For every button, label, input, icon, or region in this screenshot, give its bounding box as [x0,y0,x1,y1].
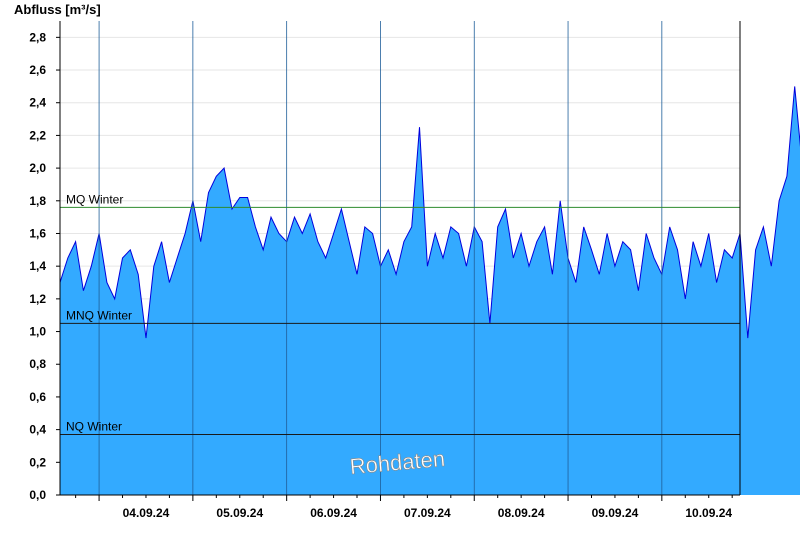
x-tick-label: 04.09.24 [123,506,170,520]
y-tick-label: 2,2 [29,128,46,142]
series-layer [59,86,800,495]
reference-lines-layer: MQ Winter MNQ Winter NQ Winter [60,192,740,436]
y-tick-label: 0,8 [29,357,46,371]
y-tick-label: 0,2 [29,455,46,469]
y-tick-label: 2,4 [29,96,46,110]
x-tick-label: 06.09.24 [310,506,357,520]
y-tick-label: 2,6 [29,63,46,77]
day-divider-layer [98,21,663,495]
y-tick-label: 1,2 [29,292,46,306]
y-tick-label: 1,8 [29,194,46,208]
axis-layer: 0,0 0,2 0,4 0,6 0,8 1,0 1,2 1,4 1,6 1,8 2,0 2,2 2,4 2… [29,21,741,520]
discharge-area [60,86,800,495]
reference-line-label: MQ Winter [66,192,123,206]
x-tick-label: 08.09.24 [498,506,545,520]
x-tick-label: 09.09.24 [592,506,639,520]
discharge-line [59,86,800,339]
y-axis-title: Abfluss [m³/s] [14,2,101,17]
y-tick-label: 2,0 [29,161,46,175]
reference-line-label: MNQ Winter [66,308,132,322]
reference-line-label: NQ Winter [66,420,122,434]
y-tick-label: 1,0 [29,325,46,339]
y-tick-label: 0,4 [29,423,46,437]
x-tick-label: 10.09.24 [685,506,732,520]
y-tick-label: 0,0 [29,488,46,502]
y-tick-label: 1,6 [29,226,46,240]
x-tick-label: 05.09.24 [216,506,263,520]
y-tick-label: 1,4 [29,259,46,273]
x-tick-label: 07.09.24 [404,506,451,520]
y-tick-label: 2,8 [29,30,46,44]
y-tick-label: 0,6 [29,390,46,404]
